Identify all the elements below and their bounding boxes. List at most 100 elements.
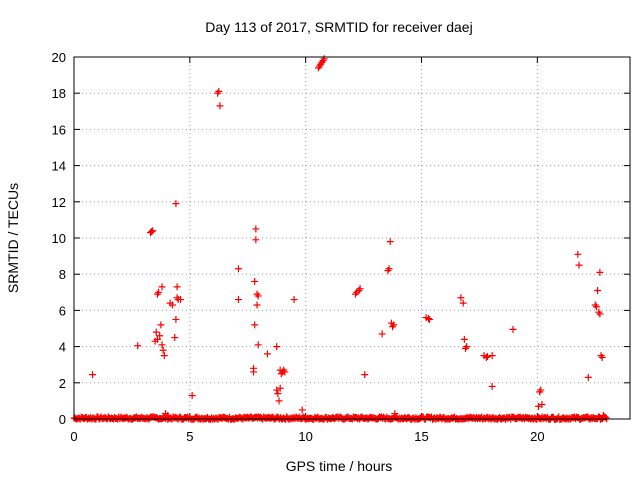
data-point — [159, 346, 167, 354]
data-point — [173, 294, 181, 302]
data-point — [215, 87, 223, 95]
data-point — [149, 227, 157, 235]
data-point — [177, 296, 185, 304]
data-point — [275, 397, 283, 405]
data-point — [488, 352, 496, 360]
x-axis-ticks: 0 5 10 15 20 — [70, 57, 545, 444]
data-point — [281, 368, 289, 376]
data-point — [250, 364, 258, 372]
data-point — [273, 386, 281, 394]
y-tick-label: 16 — [52, 122, 66, 137]
plot-frame — [73, 56, 631, 420]
y-axis-ticks: 0 2 4 6 8 10 12 14 16 18 20 — [52, 50, 630, 427]
data-point — [597, 352, 605, 360]
y-tick-label: 4 — [59, 340, 66, 355]
data-point — [168, 301, 176, 309]
data-point — [214, 89, 222, 97]
data-point — [251, 277, 259, 285]
data-point — [426, 315, 434, 323]
data-point — [234, 296, 242, 304]
data-point — [252, 236, 260, 244]
x-tick-label: 0 — [70, 429, 77, 444]
data-point — [594, 286, 602, 294]
y-tick-label: 18 — [52, 86, 66, 101]
data-point — [484, 353, 492, 361]
data-point — [158, 283, 166, 291]
data-point — [158, 341, 166, 349]
data-point — [378, 330, 386, 338]
data-point — [463, 343, 471, 351]
data-point — [596, 268, 604, 276]
data-point — [599, 411, 607, 419]
x-axis-label: GPS time / hours — [286, 458, 393, 474]
data-point — [234, 265, 242, 273]
data-point — [153, 290, 161, 298]
data-point — [389, 323, 397, 331]
data-point — [172, 200, 180, 208]
data-point — [251, 321, 259, 329]
data-point — [457, 294, 465, 302]
data-point — [276, 384, 284, 392]
data-point — [157, 321, 165, 329]
data-point — [351, 290, 359, 298]
y-tick-label: 10 — [52, 231, 66, 246]
data-point — [391, 410, 399, 418]
grid-lines — [74, 57, 630, 419]
data-point — [152, 328, 160, 336]
data-point — [216, 102, 224, 110]
chart-title: Day 113 of 2017, SRMTID for receiver dae… — [205, 19, 472, 35]
data-point — [188, 391, 196, 399]
data-point — [596, 310, 604, 318]
data-point — [390, 321, 398, 329]
data-point — [356, 285, 364, 293]
baseline-points — [70, 413, 611, 423]
data-point — [274, 390, 282, 398]
data-point — [148, 228, 156, 236]
y-tick-label: 2 — [59, 376, 66, 391]
data-point — [320, 55, 328, 63]
data-point — [584, 373, 592, 381]
x-tick-label: 20 — [530, 429, 544, 444]
data-point — [164, 411, 172, 419]
data-point — [361, 371, 369, 379]
data-point — [598, 353, 606, 361]
x-tick-label: 5 — [186, 429, 193, 444]
y-tick-label: 0 — [59, 412, 66, 427]
data-point — [253, 301, 261, 309]
data-point — [459, 299, 467, 307]
data-point — [273, 343, 281, 351]
data-point — [460, 335, 468, 343]
y-axis-label: SRMTID / TECUs — [5, 183, 21, 293]
data-point — [155, 288, 163, 296]
data-point — [575, 261, 583, 269]
data-point — [482, 353, 490, 361]
data-point — [424, 315, 432, 323]
y-tick-label: 20 — [52, 50, 66, 65]
y-tick-label: 8 — [59, 267, 66, 282]
data-point — [252, 225, 260, 233]
data-point — [488, 382, 496, 390]
data-point — [386, 238, 394, 246]
data-point — [263, 350, 271, 358]
x-tick-label: 10 — [298, 429, 312, 444]
y-tick-label: 12 — [52, 195, 66, 210]
data-point — [173, 283, 181, 291]
data-point — [509, 325, 517, 333]
data-point — [156, 332, 164, 340]
data-point — [89, 371, 97, 379]
data-point — [253, 290, 261, 298]
data-point — [574, 250, 582, 258]
data-point — [160, 352, 168, 360]
data-point — [385, 265, 393, 273]
data-point — [538, 401, 546, 409]
data-point — [591, 301, 599, 309]
data-point — [290, 296, 298, 304]
y-tick-label: 14 — [52, 159, 66, 174]
data-point — [171, 334, 179, 342]
data-point — [254, 292, 262, 300]
data-point — [172, 315, 180, 323]
data-point — [534, 402, 542, 410]
x-tick-label: 15 — [414, 429, 428, 444]
data-point — [537, 386, 545, 394]
